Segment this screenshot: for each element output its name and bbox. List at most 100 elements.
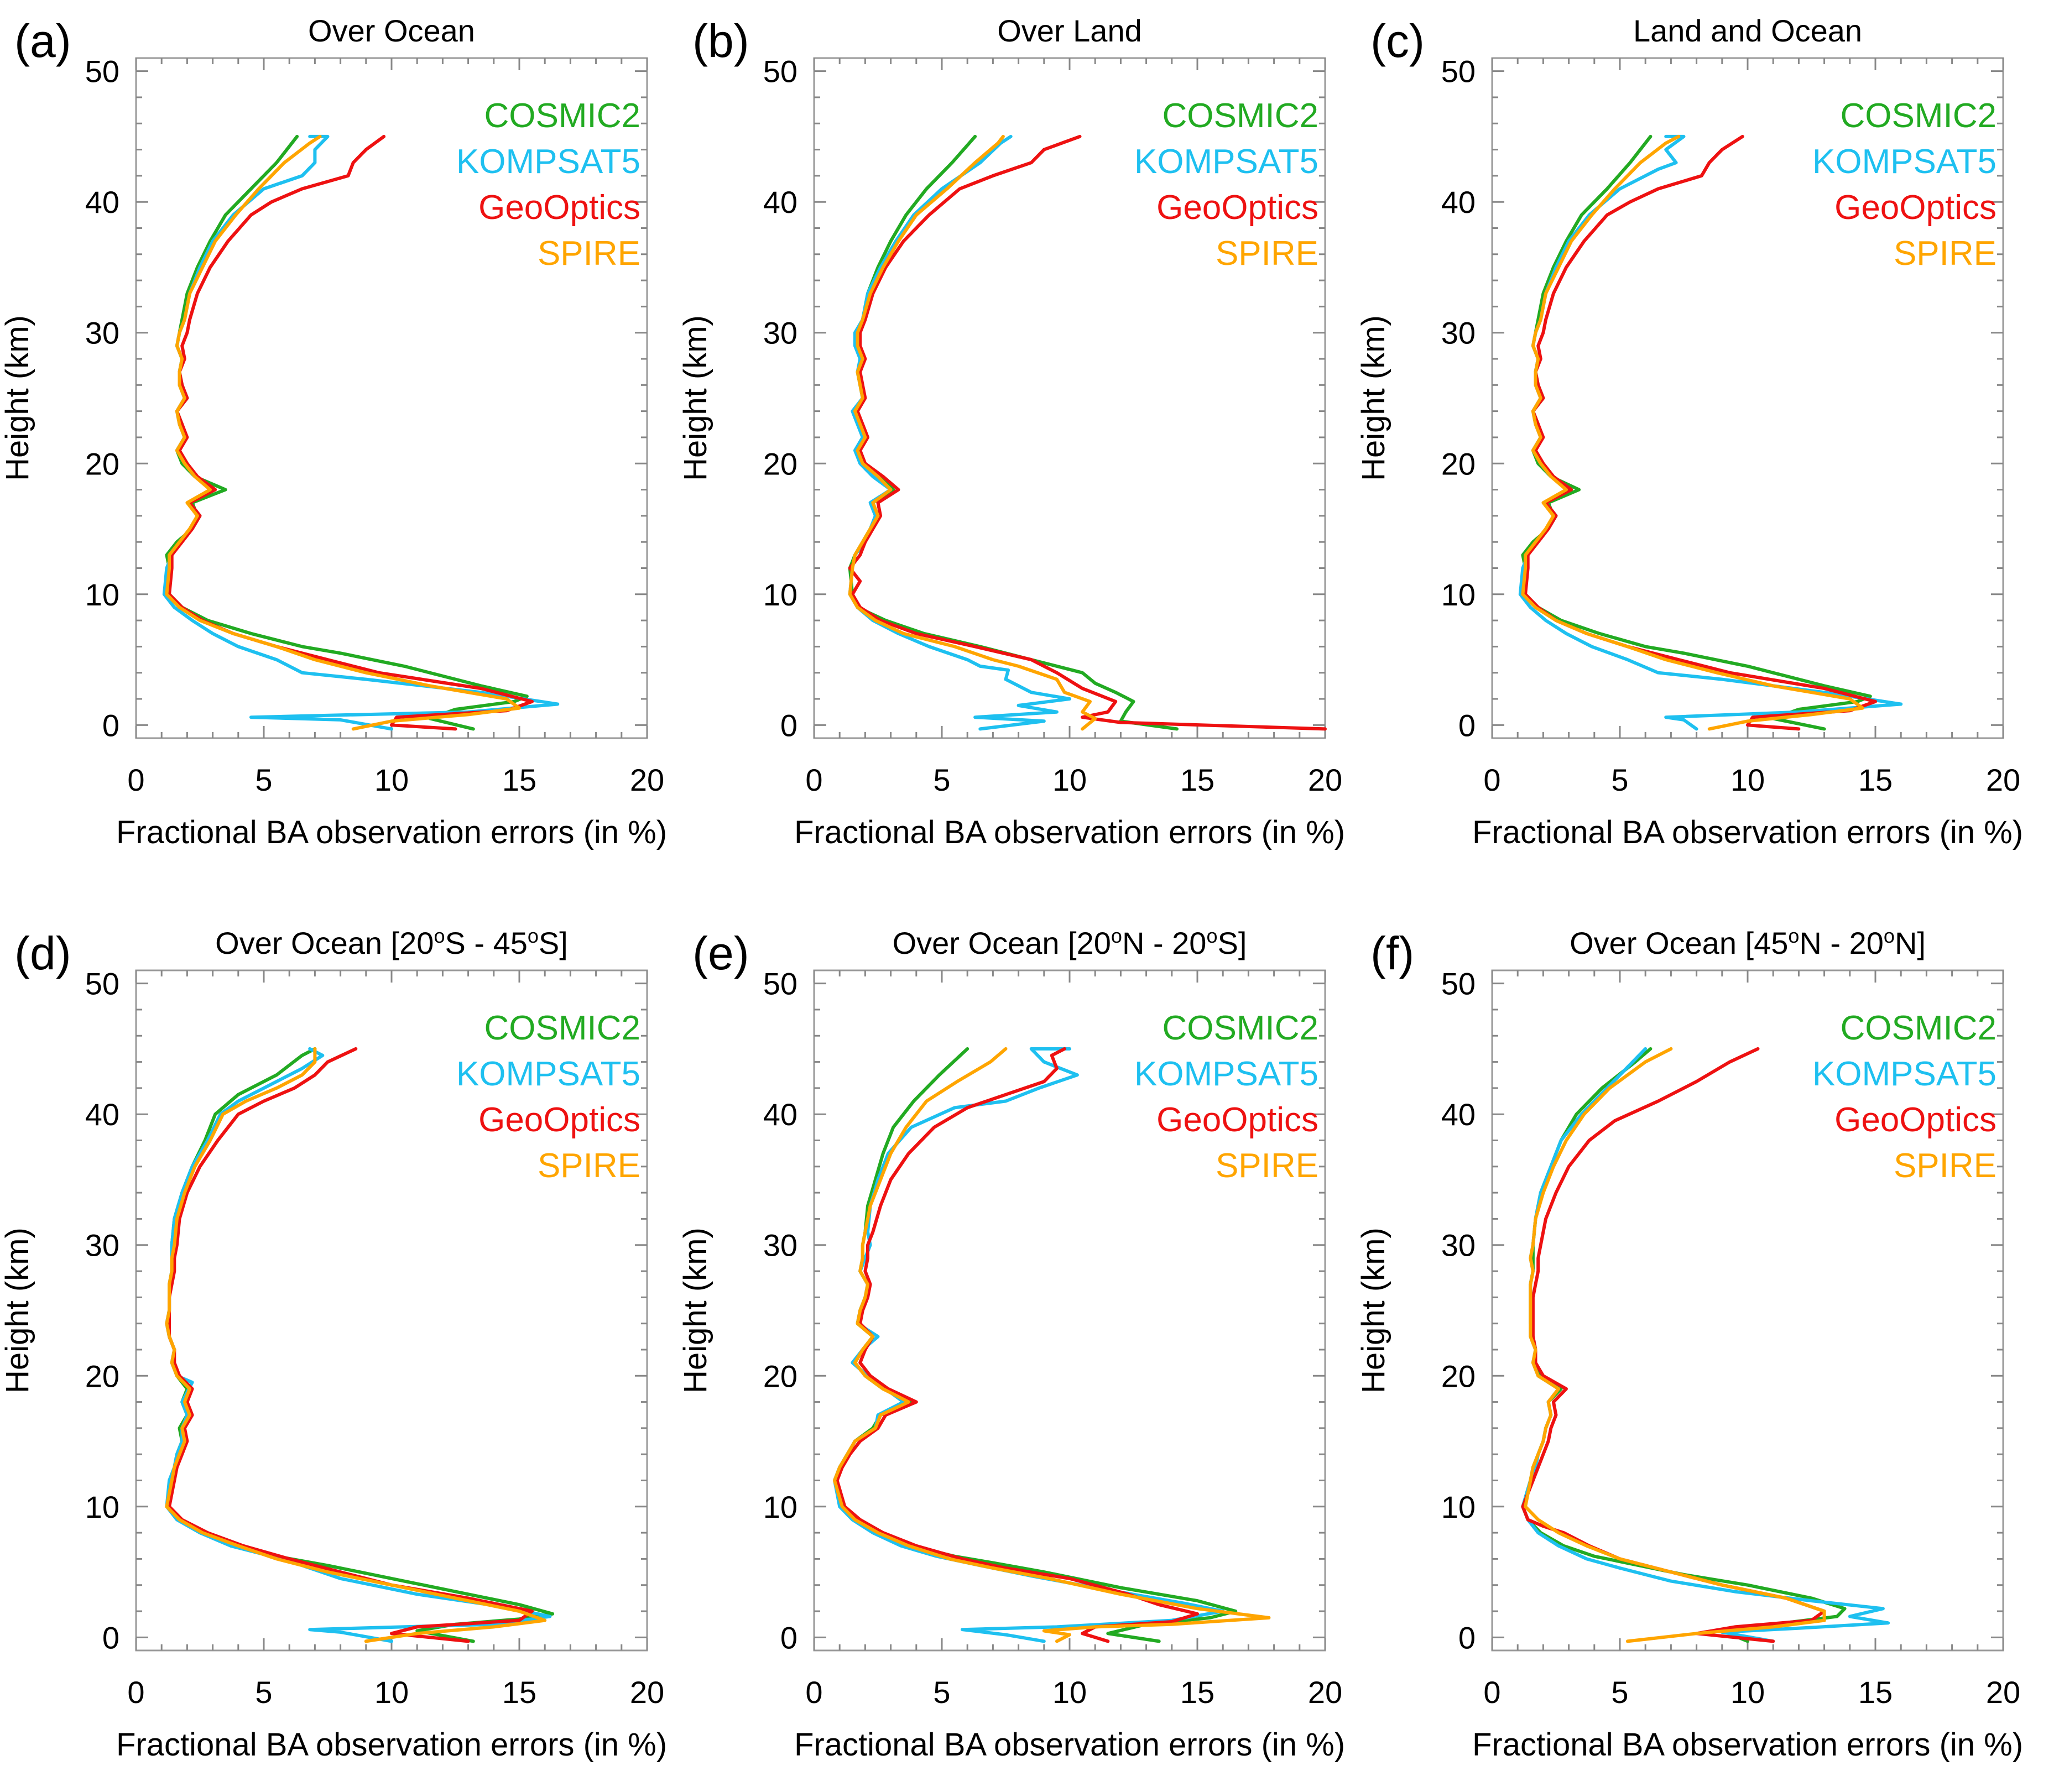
y-tick-label: 40 — [763, 1097, 797, 1132]
x-tick-label: 0 — [1483, 762, 1500, 797]
legend-entry-cosmic2: COSMIC2 — [484, 1009, 640, 1047]
series-line-spire — [833, 1047, 1271, 1643]
legend-entry-geooptics: GeoOptics — [1834, 1101, 1997, 1139]
series-line-cosmic2 — [165, 134, 529, 731]
y-tick-label: 20 — [763, 1359, 797, 1393]
legend-entry-kompsat5: KOMPSAT5 — [1812, 143, 1997, 181]
x-tick-label: 10 — [1052, 762, 1087, 797]
y-tick-label: 50 — [85, 966, 119, 1001]
x-tick-label: 10 — [374, 1675, 409, 1710]
x-tick-label: 20 — [1308, 1675, 1342, 1710]
y-axis-label: Height (km) — [0, 1227, 35, 1393]
x-tick-label: 5 — [933, 762, 950, 797]
series-line-cosmic2 — [848, 134, 1179, 731]
y-tick-label: 20 — [1441, 446, 1476, 481]
legend-entry-kompsat5: KOMPSAT5 — [1134, 143, 1318, 181]
x-tick-label: 20 — [1986, 1675, 2020, 1710]
series-line-kompsat5 — [165, 1047, 552, 1643]
x-tick-label: 10 — [1730, 762, 1765, 797]
x-tick-label: 0 — [127, 1675, 144, 1710]
x-axis-label: Fractional BA observation errors (in %) — [116, 814, 667, 850]
y-axis-label: Height (km) — [0, 315, 35, 481]
series-line-spire — [1524, 1047, 1826, 1643]
x-tick-label: 5 — [1611, 1675, 1628, 1710]
y-axis-label: Height (km) — [677, 1227, 713, 1393]
y-tick-label: 20 — [85, 446, 119, 481]
series-line-spire — [165, 1047, 547, 1643]
y-tick-label: 40 — [85, 1097, 119, 1132]
x-tick-label: 15 — [1858, 1675, 1893, 1710]
x-tick-label: 5 — [255, 762, 272, 797]
x-axis-label: Fractional BA observation errors (in %) — [116, 1727, 667, 1763]
legend-entry-kompsat5: KOMPSAT5 — [1812, 1055, 1997, 1093]
legend-entry-geooptics: GeoOptics — [1156, 189, 1318, 227]
panel-title: Land and Ocean — [1633, 13, 1862, 48]
y-tick-label: 40 — [1441, 185, 1476, 220]
legend-entry-spire: SPIRE — [538, 1147, 640, 1185]
legend-entry-kompsat5: KOMPSAT5 — [456, 1055, 640, 1093]
series-line-cosmic2 — [1521, 134, 1872, 731]
legend-entry-cosmic2: COSMIC2 — [1841, 1009, 1997, 1047]
x-tick-label: 15 — [1180, 1675, 1214, 1710]
chart-panel: 0 5 10 15 20 0 10 20 30 40 50 Fractional BA observa… — [677, 13, 1345, 850]
y-tick-label: 0 — [1458, 1620, 1476, 1655]
x-axis-label: Fractional BA observation errors (in %) — [1472, 814, 2023, 850]
chart-panel: 0 5 10 15 20 0 10 20 30 40 50 Fractional BA observa… — [0, 13, 667, 850]
x-tick-label: 20 — [1986, 762, 2020, 797]
y-tick-label: 0 — [102, 708, 119, 743]
y-tick-label: 30 — [85, 316, 119, 351]
panel-letter: (d) — [14, 927, 71, 979]
x-tick-label: 20 — [630, 762, 664, 797]
legend-entry-geooptics: GeoOptics — [478, 1101, 640, 1139]
legend-entry-spire: SPIRE — [1216, 234, 1318, 273]
x-tick-label: 15 — [502, 1675, 536, 1710]
y-tick-label: 30 — [763, 1228, 797, 1263]
chart-panel: 0 5 10 15 20 0 10 20 30 40 50 Fractional BA observa… — [1356, 924, 2023, 1763]
y-tick-label: 20 — [85, 1359, 119, 1393]
y-tick-label: 0 — [780, 708, 797, 743]
legend-entry-spire: SPIRE — [538, 234, 640, 273]
legend-entry-geooptics: GeoOptics — [1156, 1101, 1318, 1139]
panel-title: Over Ocean [20oS - 45oS] — [215, 924, 568, 961]
legend-entry-geooptics: GeoOptics — [478, 189, 640, 227]
y-axis-label: Height (km) — [1356, 1227, 1391, 1393]
series-line-kompsat5 — [1521, 1047, 1890, 1643]
x-tick-label: 20 — [1308, 762, 1342, 797]
y-axis-label: Height (km) — [1356, 315, 1391, 481]
x-tick-label: 0 — [805, 1675, 822, 1710]
legend-entry-spire: SPIRE — [1894, 1147, 1997, 1185]
y-tick-label: 30 — [85, 1228, 119, 1263]
panel-letter: (e) — [692, 927, 749, 979]
series-line-geooptics — [168, 1047, 534, 1643]
panel-title: Over Land — [997, 13, 1142, 48]
chart-panel: 0 5 10 15 20 0 10 20 30 40 50 Fractional BA observa… — [677, 924, 1345, 1763]
y-axis-label: Height (km) — [677, 315, 713, 481]
legend-entry-cosmic2: COSMIC2 — [1163, 97, 1318, 135]
y-tick-label: 30 — [1441, 316, 1476, 351]
series-line-geooptics — [848, 134, 1327, 731]
y-tick-label: 20 — [763, 446, 797, 481]
y-tick-label: 0 — [780, 1620, 797, 1655]
x-tick-label: 20 — [630, 1675, 664, 1710]
legend-entry-cosmic2: COSMIC2 — [484, 97, 640, 135]
y-tick-label: 20 — [1441, 1359, 1476, 1393]
y-tick-label: 50 — [763, 966, 797, 1001]
y-tick-label: 0 — [102, 1620, 119, 1655]
y-tick-label: 50 — [763, 54, 797, 89]
legend-entry-spire: SPIRE — [1894, 234, 1997, 273]
y-tick-label: 10 — [1441, 577, 1476, 612]
legend-entry-kompsat5: KOMPSAT5 — [1134, 1055, 1318, 1093]
y-tick-label: 30 — [1441, 1228, 1476, 1263]
panel-title: Over Ocean [20oN - 20oS] — [893, 924, 1247, 961]
series-line-spire — [1521, 134, 1864, 731]
series-line-spire — [848, 134, 1097, 731]
legend-entry-geooptics: GeoOptics — [1834, 189, 1997, 227]
x-tick-label: 10 — [1052, 1675, 1087, 1710]
x-tick-label: 10 — [374, 762, 409, 797]
y-tick-label: 50 — [85, 54, 119, 89]
series-line-geooptics — [1524, 134, 1877, 731]
x-tick-label: 15 — [1180, 762, 1214, 797]
x-tick-label: 15 — [1858, 762, 1893, 797]
y-tick-label: 10 — [763, 577, 797, 612]
